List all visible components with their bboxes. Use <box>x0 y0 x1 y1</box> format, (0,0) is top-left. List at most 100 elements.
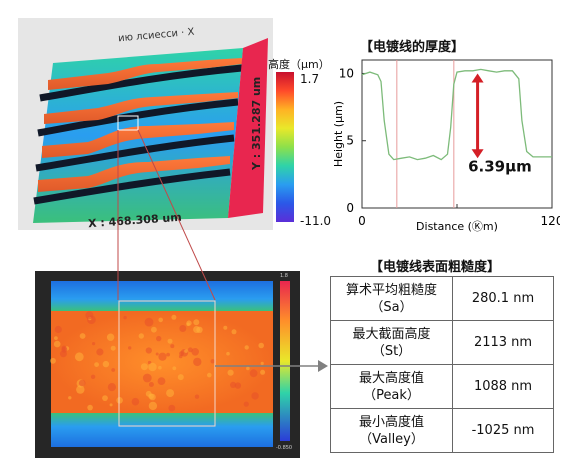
thickness-annotation: 6.39μm <box>468 158 532 176</box>
heatmap-selection <box>118 300 216 427</box>
heatmap-speckle <box>109 403 113 407</box>
pointer-arrow-head <box>318 360 328 372</box>
metric-label: 最小高度值 （Valley） <box>330 408 453 453</box>
heatmap-speckle <box>172 366 177 371</box>
y-axis-label: Height (μm) <box>332 101 345 167</box>
heatmap-speckle <box>102 360 110 368</box>
heatmap-speckle <box>61 345 67 351</box>
heatmap-speckle <box>76 385 85 394</box>
heatmap-speckle <box>50 357 56 364</box>
heatmap-speckle <box>260 361 264 365</box>
table-row: 最大高度值 （Peak） 1088 nm <box>330 364 554 409</box>
heatmap-speckle <box>144 317 154 327</box>
heatmap-speckle <box>148 382 154 387</box>
heatmap-speckle <box>244 345 249 350</box>
heatmap-scale-bar <box>280 281 290 441</box>
heatmap-speckle <box>166 352 171 357</box>
heatmap-speckle <box>85 311 94 320</box>
heatmap-speckle <box>151 326 157 333</box>
heatmap-center-band <box>51 311 273 413</box>
heatmap-scale-min: -0.850 <box>276 445 293 451</box>
heatmap-speckle <box>226 351 230 356</box>
heatmap-speckle <box>170 344 175 349</box>
x-tick-label: 0 <box>358 214 366 228</box>
connector-right <box>137 129 216 301</box>
heatmap-bottom-band <box>51 413 273 447</box>
heatmap-speckle <box>54 325 62 334</box>
metric-label: 最大高度值 （Peak） <box>330 364 453 409</box>
heatmap-speckle <box>92 342 96 346</box>
heatmap-speckle <box>258 342 264 349</box>
heatmap-speckle <box>123 315 127 320</box>
metric-symbol: （Sa） <box>370 299 413 315</box>
y-tick-label: 10 <box>339 66 354 80</box>
selection-box <box>117 115 139 131</box>
heatmap-speckle <box>234 382 242 389</box>
heatmap-speckle <box>148 362 157 372</box>
heatmap-speckle <box>131 397 140 406</box>
metric-label: 最大截面高度 （St） <box>330 320 453 365</box>
heatmap-speckle <box>158 365 162 370</box>
y-tick-label: 0 <box>346 201 354 215</box>
heatmap-speckle <box>194 394 200 399</box>
heatmap-speckle <box>188 347 193 353</box>
heatmap-speckle <box>140 363 148 371</box>
metric-symbol: （Peak） <box>363 387 420 403</box>
heatmap-speckle <box>102 395 108 401</box>
heatmap-speckle <box>249 369 258 378</box>
heatmap-speckle <box>231 329 237 335</box>
scale-min-label: -11.0 <box>300 214 332 228</box>
heatmap-speckle <box>166 389 175 398</box>
metric-label: 算术平均粗糙度 （Sa） <box>330 276 453 321</box>
heatmap-speckle <box>230 381 237 388</box>
heatmap-speckle <box>78 379 86 387</box>
heatmap-speckle <box>116 397 123 404</box>
arrow-head-down <box>471 149 484 159</box>
heatmap-speckle <box>68 396 72 400</box>
metric-value: 2113 nm <box>452 320 554 365</box>
arrow-head-up <box>471 73 484 83</box>
heatmap-speckle <box>193 319 200 326</box>
heatmap-speckle <box>260 369 266 375</box>
scale-max-label: 1.7 <box>300 72 320 86</box>
heatmap-scale-max: 1.8 <box>280 273 288 279</box>
profile-line <box>361 68 552 161</box>
heatmap-speckle <box>148 393 154 399</box>
heatmap-speckle <box>210 359 215 364</box>
x-tick-label: 120 <box>541 214 560 228</box>
table-row: 最大截面高度 （St） 2113 nm <box>330 320 554 365</box>
heatmap-speckle <box>148 401 158 411</box>
heatmap-speckle <box>157 377 166 385</box>
metric-name: 算术平均粗糙度 <box>345 282 437 298</box>
metric-symbol: （St） <box>371 343 412 359</box>
heatmap-speckle <box>171 314 177 320</box>
metric-symbol: （Valley） <box>359 431 424 447</box>
heatmap-speckle <box>155 352 159 356</box>
heatmap-speckle <box>142 373 152 383</box>
heatmap-speckle <box>53 340 61 348</box>
thickness-chart: 0 5 10 0 120 6.39μm Distance (Ⓚm) Height (μm… <box>332 59 560 233</box>
heatmap-speckle <box>179 325 187 332</box>
heatmap-speckle <box>167 338 173 344</box>
heatmap-speckle <box>145 347 152 354</box>
x-axis-label: Distance (Ⓚm) <box>416 220 498 233</box>
table-row: 算术平均粗糙度 （Sa） 280.1 nm <box>330 276 554 321</box>
heatmap-speckle <box>138 333 144 339</box>
heatmap-speckle <box>111 368 116 372</box>
heatmap-speckle <box>207 372 212 378</box>
heatmap-speckle <box>251 392 259 400</box>
metric-name: 最大截面高度 <box>352 326 431 342</box>
color-scale-bar <box>276 72 294 222</box>
heatmap-speckle <box>96 348 104 356</box>
heatmap-speckle <box>227 369 234 376</box>
surface-3d-render <box>33 38 268 223</box>
metric-name: 最小高度值 <box>358 414 424 430</box>
heatmap-speckle <box>193 326 201 333</box>
heatmap-speckle <box>158 317 163 323</box>
heatmap-speckle <box>178 354 183 359</box>
metric-value: 280.1 nm <box>452 276 554 321</box>
heatmap-texture <box>50 311 266 412</box>
heatmap-speckle <box>74 352 84 362</box>
metric-value: 1088 nm <box>452 364 554 409</box>
